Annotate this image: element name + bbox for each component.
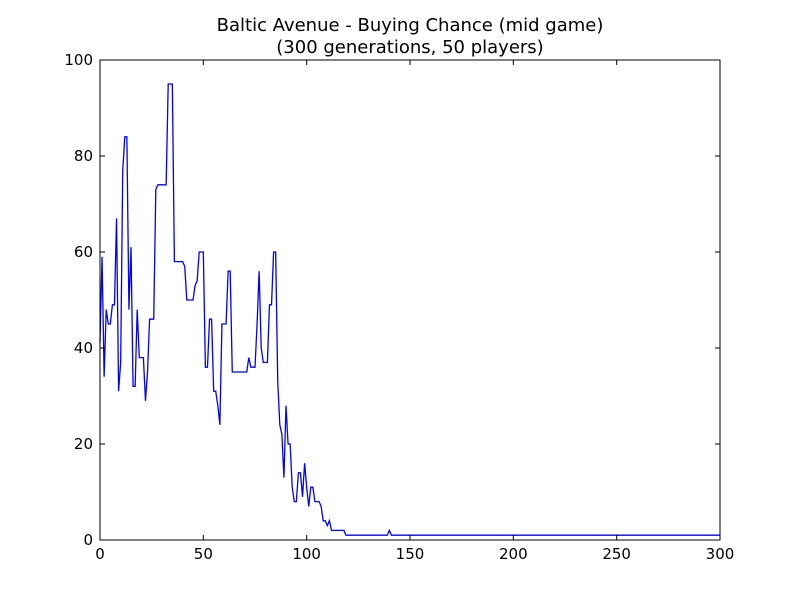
x-tick-label: 50 [194, 545, 213, 563]
y-tick-label: 0 [83, 531, 93, 549]
chart-title: Baltic Avenue - Buying Chance (mid game) [217, 15, 604, 36]
x-tick-label: 0 [95, 545, 105, 563]
y-tick-label: 80 [74, 147, 93, 165]
x-tick-label: 300 [706, 545, 735, 563]
y-tick-label: 20 [74, 435, 93, 453]
y-tick-label: 60 [74, 243, 93, 261]
x-tick-label: 200 [499, 545, 528, 563]
plot-frame [99, 59, 721, 541]
x-tick-label: 250 [602, 545, 631, 563]
x-tick-label: 150 [396, 545, 425, 563]
chart-subtitle: (300 generations, 50 players) [276, 37, 543, 58]
ticks-layer: 0 50 100 150 200 250 300 0 20 40 60 80 100 [64, 51, 734, 563]
series-line-0 [99, 83, 720, 536]
data-layer [99, 83, 720, 536]
y-tick-label: 40 [74, 339, 93, 357]
x-tick-label: 100 [292, 545, 321, 563]
y-tick-label: 100 [64, 51, 93, 69]
